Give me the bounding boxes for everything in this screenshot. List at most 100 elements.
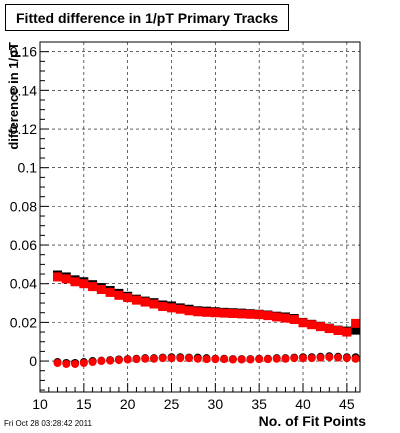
data-point-square [333,326,343,336]
data-point-square [351,325,361,335]
data-point-square [149,299,159,309]
x-tick-label: 25 [164,396,180,412]
y-tick-label: 0.1 [18,160,38,176]
plot-area [40,42,360,392]
data-point-circle [88,358,97,367]
data-point-circle [53,358,62,367]
data-point-square [53,272,63,282]
data-point-square [114,290,124,300]
data-point-square [272,312,282,322]
data-point-circle [149,354,158,363]
data-point-square [158,302,168,312]
axis-ticks [39,41,357,392]
data-point-square [140,297,150,307]
x-axis-label: No. of Fit Points [259,413,367,429]
data-point-circle [334,353,343,362]
x-tick-label: 30 [208,396,224,412]
x-tick-label: 15 [76,396,92,412]
data-point-square [254,310,264,320]
data-point-circle [79,358,88,367]
data-point-circle [193,354,202,363]
data-layer [53,270,361,368]
data-point-square [123,293,133,303]
data-point-square [105,287,115,297]
data-point-circle [281,354,290,363]
data-point-square [70,277,80,287]
data-point-circle [106,356,115,365]
y-tick-label: 0.16 [10,44,37,60]
data-point-circle [299,354,308,363]
y-tick-label: 0 [29,353,37,369]
data-point-circle [114,356,123,365]
y-axis-label: difference in 1/pT [6,42,21,150]
data-point-square [289,314,299,324]
data-point-square [193,307,203,317]
data-point-circle [176,354,185,363]
data-point-circle [255,355,264,364]
data-point-circle [158,354,167,363]
data-point-circle [307,354,316,363]
data-point-square [88,282,98,292]
data-point-circle [290,354,299,363]
data-point-circle [185,354,194,363]
data-point-square [263,311,273,321]
data-point-circle [263,355,272,364]
data-point-square [228,308,238,318]
data-point-circle [325,353,334,362]
data-point-circle [316,353,325,362]
data-point-square [316,322,326,332]
data-point-square [280,313,290,323]
data-point-circle [62,359,71,368]
data-point-square [324,324,334,334]
data-point-circle [71,359,80,368]
x-tick-label: 20 [120,396,136,412]
data-point-circle [97,357,106,366]
data-point-circle [211,355,220,364]
data-point-circle [220,355,229,364]
data-point-square [237,309,247,319]
data-point-circle [202,355,211,364]
data-point-square [245,309,255,319]
y-tick-label: 0.02 [10,314,37,330]
data-point-square [167,303,177,313]
data-point-circle [132,355,141,364]
y-tick-label: 0.08 [10,198,37,214]
data-point-circle [342,354,351,363]
chart-title-text: Fitted difference in 1/pT Primary Tracks [16,9,279,26]
grid [40,42,360,392]
data-point-circle [237,355,246,364]
data-point-square [175,304,185,314]
data-point-circle [228,355,237,364]
data-point-square [307,320,317,330]
y-tick-label: 0.04 [10,276,37,292]
data-point-circle [167,354,176,363]
chart-title: Fitted difference in 1/pT Primary Tracks [5,4,290,31]
x-tick-label: 40 [295,396,311,412]
plot-frame [39,41,361,393]
series-1 [53,272,361,337]
data-point-square [298,318,308,328]
footer-timestamp: Fri Oct 28 03:28:42 2011 [4,419,92,428]
data-point-square [342,327,352,337]
data-point-circle [123,355,132,364]
series-3 [53,353,360,368]
x-tick-label: 45 [339,396,355,412]
data-point-square [219,308,229,318]
data-point-circle [351,354,360,363]
data-point-square [202,307,212,317]
data-point-circle [246,355,255,364]
y-tick-label: 0.12 [10,121,37,137]
data-point-square [131,295,141,305]
data-point-circle [272,354,281,363]
y-tick-label: 0.14 [10,82,37,98]
x-tick-label: 35 [251,396,267,412]
data-point-square [96,285,106,295]
x-tick-label: 10 [32,396,48,412]
data-point-square [210,308,220,318]
data-point-square [351,318,361,328]
y-tick-label: 0.06 [10,237,37,253]
data-point-square [184,306,194,316]
axis-tick-labels: 10 15 20 25 30 35 40 45 0 0.02 0.04 0.06 0.08 0.1 0.12… [10,44,355,412]
data-point-circle [141,354,150,363]
